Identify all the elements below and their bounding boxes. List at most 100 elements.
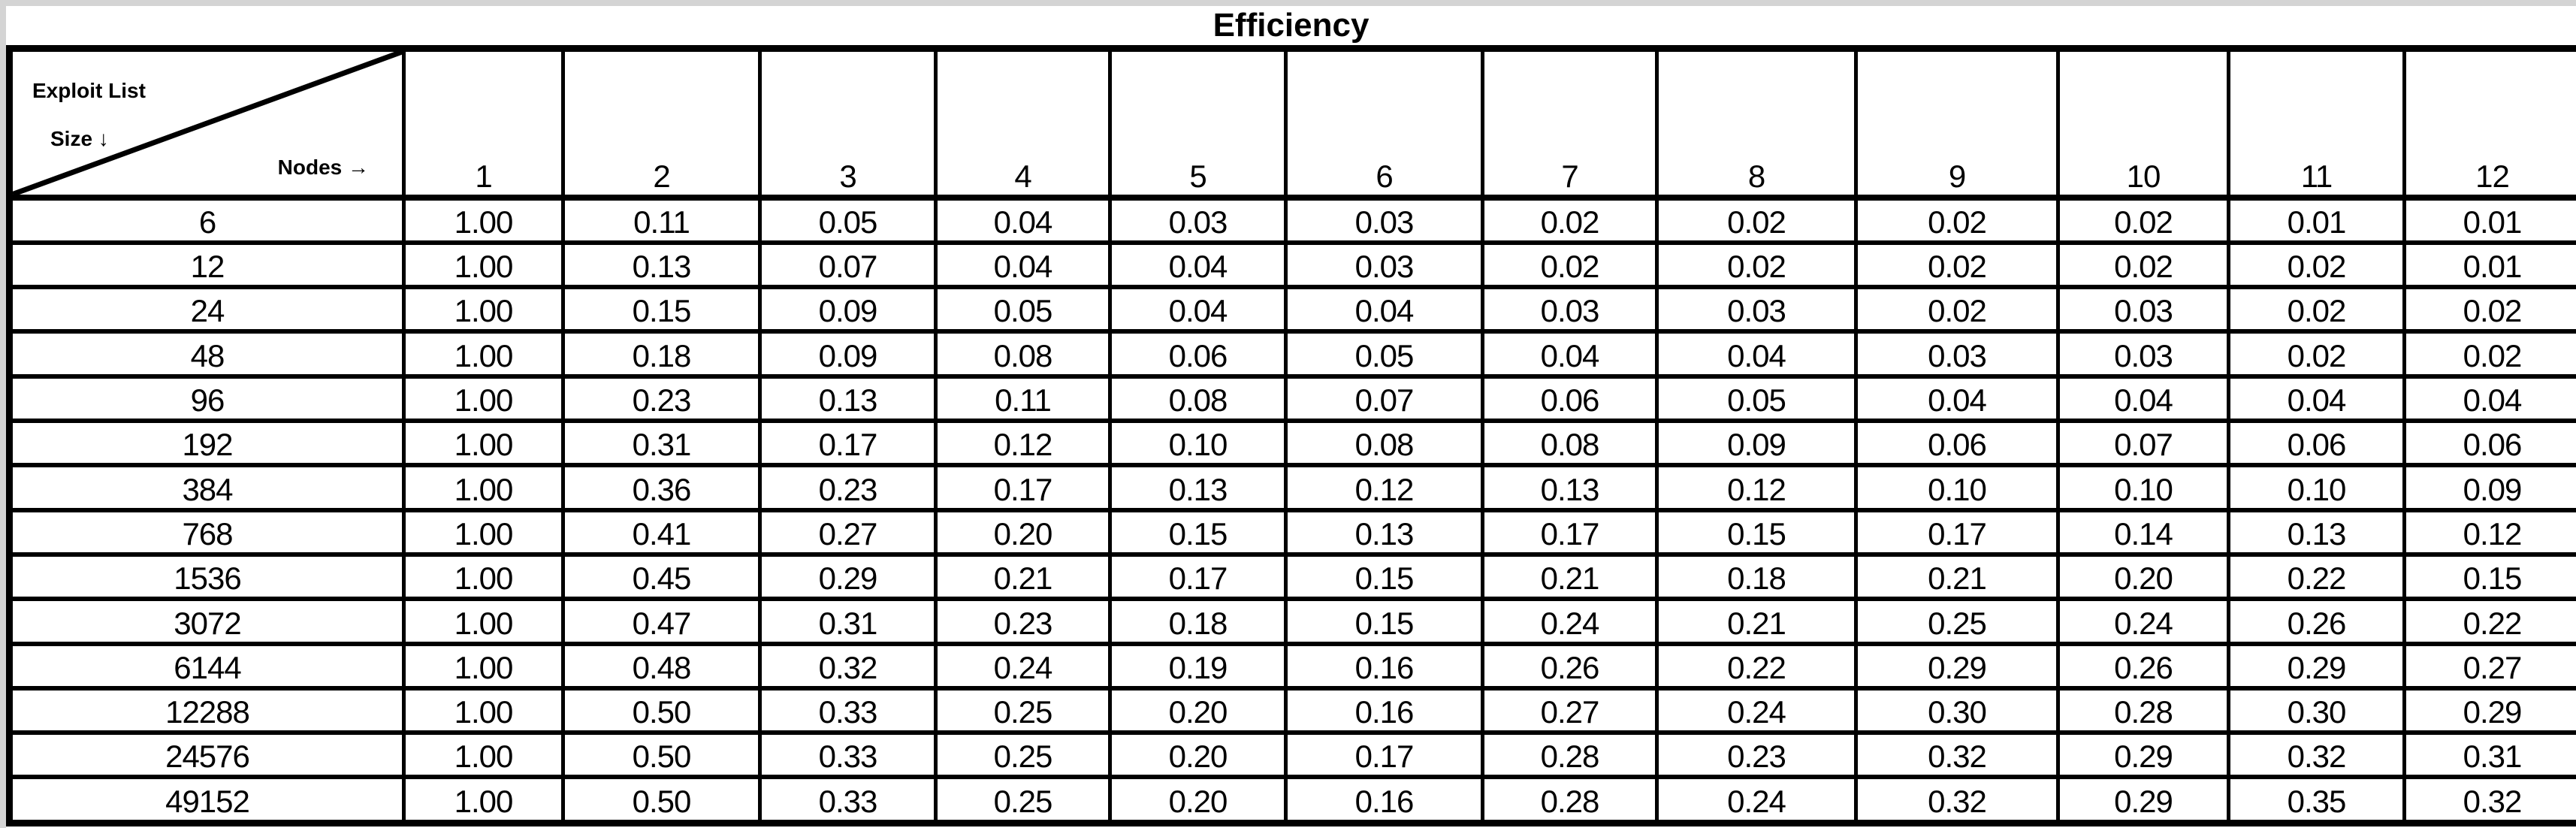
efficiency-cell: 1.00 <box>402 419 565 468</box>
efficiency-cell: 0.20 <box>1108 685 1288 736</box>
efficiency-cell: 0.26 <box>2056 641 2230 691</box>
corner-label-size-down-arrow: Size ↓ <box>50 127 109 150</box>
efficiency-cell: 0.05 <box>1655 373 1858 424</box>
node-column-header: 3 <box>758 47 938 201</box>
efficiency-cell: 0.29 <box>758 551 938 602</box>
efficiency-cell: 0.12 <box>1284 463 1484 512</box>
efficiency-cell: 0.16 <box>1284 685 1484 736</box>
table-row: 192 1.00 0.31 0.17 0.12 0.10 0.08 0.08 0.09 0.06 0… <box>8 419 2576 468</box>
efficiency-cell: 0.28 <box>1481 730 1659 780</box>
table-body: 6 1.00 0.11 0.05 0.04 0.03 0.03 0.02 0.02 0.02 0.0… <box>8 195 2576 826</box>
efficiency-cell: 0.28 <box>2056 685 2230 736</box>
efficiency-cell: 0.04 <box>2227 373 2406 424</box>
node-column-header: 12 <box>2402 47 2576 201</box>
size-row-header: 3072 <box>8 597 406 646</box>
efficiency-cell: 0.47 <box>561 597 762 646</box>
efficiency-cell: 0.50 <box>561 730 762 780</box>
node-column-header: 9 <box>1854 47 2060 201</box>
efficiency-cell: 0.31 <box>2402 730 2576 780</box>
efficiency-cell: 0.29 <box>2056 730 2230 780</box>
table-row: 6144 1.00 0.48 0.32 0.24 0.19 0.16 0.26 0.22 0.29… <box>8 641 2576 691</box>
efficiency-cell: 0.32 <box>2402 775 2576 826</box>
size-row-header: 48 <box>8 329 406 379</box>
efficiency-cell: 0.27 <box>2402 641 2576 691</box>
efficiency-cell: 0.04 <box>1655 329 1858 379</box>
efficiency-cell: 0.21 <box>1854 551 2060 602</box>
efficiency-table: Exploit List Size ↓ Nodes → 1 2 3 4 5 6 7 8 9 10 1… <box>6 45 2576 826</box>
size-row-header: 49152 <box>8 775 406 826</box>
efficiency-cell: 0.33 <box>758 730 938 780</box>
efficiency-cell: 0.03 <box>1108 195 1288 245</box>
efficiency-cell: 1.00 <box>402 463 565 512</box>
efficiency-cell: 0.28 <box>1481 775 1659 826</box>
efficiency-cell: 0.06 <box>2227 419 2406 468</box>
table-row: 24576 1.00 0.50 0.33 0.25 0.20 0.17 0.28 0.23 0.3… <box>8 730 2576 780</box>
efficiency-cell: 0.04 <box>1481 329 1659 379</box>
efficiency-cell: 0.29 <box>2227 641 2406 691</box>
node-column-header: 8 <box>1655 47 1858 201</box>
efficiency-cell: 0.24 <box>1481 597 1659 646</box>
efficiency-cell: 0.32 <box>2227 730 2406 780</box>
efficiency-cell: 0.24 <box>1655 775 1858 826</box>
efficiency-cell: 0.24 <box>2056 597 2230 646</box>
table-row: 6 1.00 0.11 0.05 0.04 0.03 0.03 0.02 0.02 0.02 0.0… <box>8 195 2576 245</box>
efficiency-cell: 0.02 <box>1854 195 2060 245</box>
table-row: 24 1.00 0.15 0.09 0.05 0.04 0.04 0.03 0.03 0.02 0.… <box>8 285 2576 334</box>
efficiency-cell: 0.50 <box>561 685 762 736</box>
efficiency-cell: 0.03 <box>2056 329 2230 379</box>
efficiency-cell: 0.33 <box>758 775 938 826</box>
efficiency-cell: 0.02 <box>2056 240 2230 290</box>
efficiency-cell: 0.11 <box>561 195 762 245</box>
table-row: 384 1.00 0.36 0.23 0.17 0.13 0.12 0.13 0.12 0.10 0… <box>8 463 2576 512</box>
table-row: 3072 1.00 0.47 0.31 0.23 0.18 0.15 0.24 0.21 0.25… <box>8 597 2576 646</box>
efficiency-cell: 0.03 <box>1854 329 2060 379</box>
efficiency-cell: 0.03 <box>2056 285 2230 334</box>
size-row-header: 1536 <box>8 551 406 602</box>
efficiency-cell: 0.15 <box>561 285 762 334</box>
efficiency-cell: 0.15 <box>1284 597 1484 646</box>
efficiency-cell: 0.09 <box>758 285 938 334</box>
efficiency-cell: 0.02 <box>2402 285 2576 334</box>
efficiency-cell: 0.02 <box>1481 195 1659 245</box>
efficiency-cell: 1.00 <box>402 240 565 290</box>
efficiency-cell: 0.08 <box>1108 373 1288 424</box>
efficiency-cell: 0.01 <box>2227 195 2406 245</box>
efficiency-cell: 0.02 <box>1655 195 1858 245</box>
table-row: 1536 1.00 0.45 0.29 0.21 0.17 0.15 0.21 0.18 0.21… <box>8 551 2576 602</box>
diagonal-divider-line <box>13 52 402 195</box>
efficiency-cell: 0.32 <box>758 641 938 691</box>
efficiency-cell: 0.02 <box>2227 285 2406 334</box>
efficiency-cell: 0.23 <box>1655 730 1858 780</box>
efficiency-cell: 0.27 <box>1481 685 1659 736</box>
node-column-header: 5 <box>1108 47 1288 201</box>
efficiency-cell: 0.05 <box>1284 329 1484 379</box>
efficiency-cell: 0.23 <box>561 373 762 424</box>
efficiency-cell: 0.10 <box>1854 463 2060 512</box>
corner-cell: Exploit List Size ↓ Nodes → <box>8 47 406 201</box>
efficiency-cell: 0.25 <box>1854 597 2060 646</box>
efficiency-cell: 0.31 <box>561 419 762 468</box>
efficiency-cell: 0.02 <box>1854 285 2060 334</box>
node-column-header: 1 <box>402 47 565 201</box>
efficiency-cell: 0.32 <box>1854 730 2060 780</box>
efficiency-cell: 0.07 <box>2056 419 2230 468</box>
efficiency-cell: 0.09 <box>1655 419 1858 468</box>
efficiency-cell: 0.02 <box>2056 195 2230 245</box>
efficiency-cell: 0.08 <box>1284 419 1484 468</box>
efficiency-cell: 0.13 <box>758 373 938 424</box>
efficiency-cell: 0.21 <box>934 551 1112 602</box>
efficiency-cell: 0.20 <box>2056 551 2230 602</box>
efficiency-cell: 0.06 <box>1108 329 1288 379</box>
efficiency-cell: 0.06 <box>2402 419 2576 468</box>
efficiency-cell: 0.05 <box>934 285 1112 334</box>
efficiency-cell: 1.00 <box>402 373 565 424</box>
size-row-header: 6 <box>8 195 406 245</box>
efficiency-cell: 0.01 <box>2402 195 2576 245</box>
efficiency-cell: 1.00 <box>402 597 565 646</box>
efficiency-cell: 0.17 <box>1854 507 2060 557</box>
efficiency-cell: 0.15 <box>1108 507 1288 557</box>
corner-label-exploit-list: Exploit List <box>32 79 146 102</box>
size-row-header: 6144 <box>8 641 406 691</box>
efficiency-cell: 0.20 <box>934 507 1112 557</box>
efficiency-cell: 0.07 <box>1284 373 1484 424</box>
